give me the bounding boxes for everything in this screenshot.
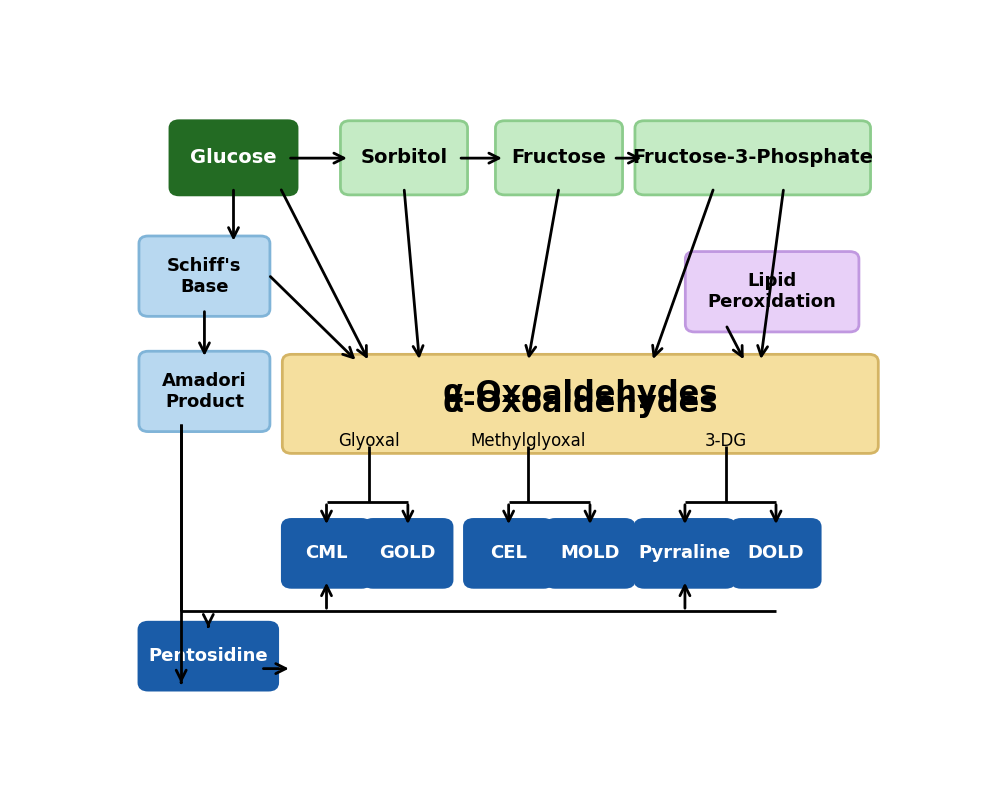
FancyBboxPatch shape: [364, 519, 452, 587]
FancyBboxPatch shape: [139, 622, 278, 690]
Text: Fructose-3-Phosphate: Fructose-3-Phosphate: [632, 148, 873, 167]
FancyBboxPatch shape: [495, 121, 623, 195]
Text: 3-DG: 3-DG: [704, 432, 747, 450]
Text: Pyrraline: Pyrraline: [639, 544, 731, 562]
Text: Glyoxal: Glyoxal: [338, 432, 400, 450]
FancyBboxPatch shape: [282, 354, 878, 453]
Text: DOLD: DOLD: [748, 544, 804, 562]
FancyBboxPatch shape: [546, 519, 634, 587]
FancyBboxPatch shape: [635, 519, 735, 587]
Text: CML: CML: [305, 544, 348, 562]
FancyBboxPatch shape: [139, 236, 270, 316]
FancyBboxPatch shape: [282, 519, 371, 587]
FancyBboxPatch shape: [170, 121, 297, 195]
Text: Fructose: Fructose: [512, 148, 606, 167]
FancyBboxPatch shape: [464, 519, 553, 587]
Text: Sorbitol: Sorbitol: [360, 148, 448, 167]
Text: Schiff's
Base: Schiff's Base: [167, 256, 242, 295]
Text: Amadori
Product: Amadori Product: [162, 372, 247, 411]
Text: α-Oxoaldehydes: α-Oxoaldehydes: [443, 379, 718, 408]
Text: GOLD: GOLD: [380, 544, 436, 562]
FancyBboxPatch shape: [635, 121, 871, 195]
Text: MOLD: MOLD: [560, 544, 620, 562]
FancyBboxPatch shape: [685, 252, 859, 332]
Text: Glucose: Glucose: [190, 148, 277, 167]
Text: CEL: CEL: [490, 544, 527, 562]
FancyBboxPatch shape: [732, 519, 820, 587]
Text: α-Oxoaldehydes: α-Oxoaldehydes: [443, 389, 718, 418]
Text: Lipid
Peroxidation: Lipid Peroxidation: [708, 273, 836, 311]
Text: Pentosidine: Pentosidine: [148, 647, 268, 665]
Text: Methylglyoxal: Methylglyoxal: [470, 432, 586, 450]
FancyBboxPatch shape: [139, 351, 270, 431]
FancyBboxPatch shape: [340, 121, 468, 195]
